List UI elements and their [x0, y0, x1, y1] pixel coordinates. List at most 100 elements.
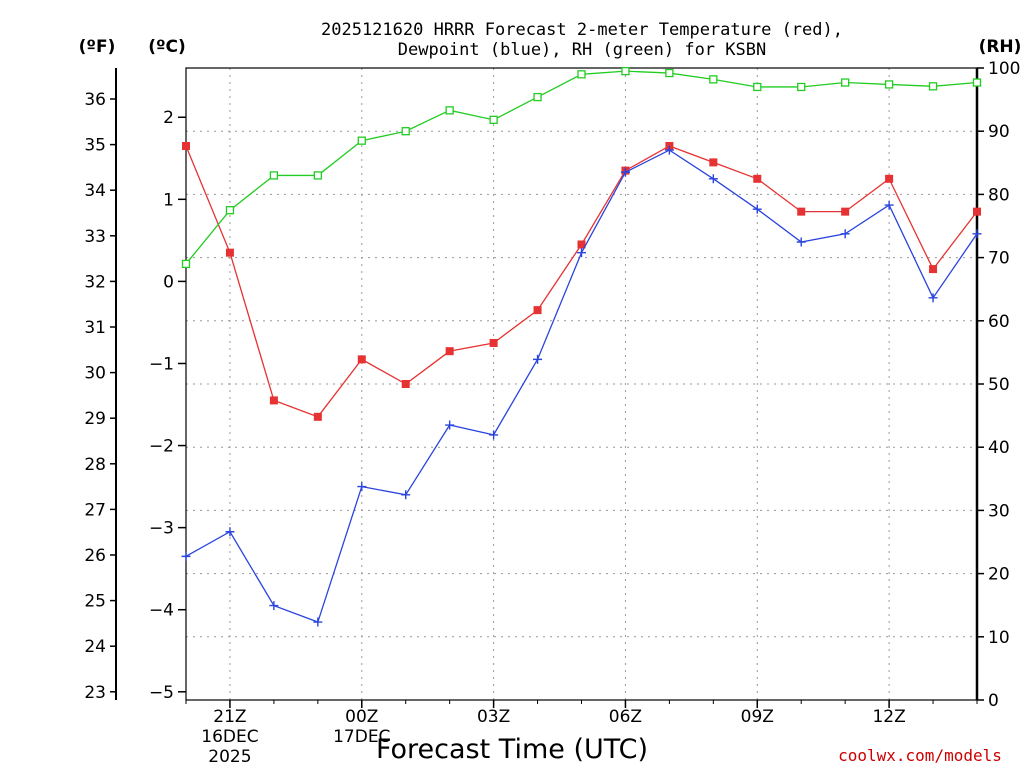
temperature-point [357, 355, 366, 364]
temperature-point [445, 347, 454, 356]
rh-unit-label: (RH) [979, 37, 1022, 57]
rh-tick-label: 30 [988, 501, 1010, 521]
rh-point [753, 82, 762, 92]
dewpoint-point [796, 237, 806, 247]
rh-point [357, 136, 366, 145]
celsius-tick-label: −4 [149, 601, 174, 621]
dewpoint-line [185, 149, 978, 623]
fahrenheit-tick-label: 30 [84, 364, 106, 384]
temperature-point [577, 240, 586, 249]
x-tick-label: 21Z [213, 707, 246, 727]
fahrenheit-tick-label: 27 [84, 500, 106, 520]
grid-lines [186, 68, 977, 700]
series-dewpoint [181, 145, 982, 627]
rh-tick-label: 100 [988, 59, 1020, 79]
rh-point [269, 171, 279, 180]
rh-tick-label: 0 [988, 691, 999, 711]
dewpoint-point [664, 145, 674, 155]
dewpoint-point [269, 601, 279, 611]
rh-point [709, 75, 718, 84]
rh-point [401, 127, 410, 136]
dewpoint-point [313, 617, 323, 627]
rh-point [489, 115, 498, 124]
rh-point [445, 106, 454, 115]
temperature-point [401, 380, 410, 388]
rh-tick-label: 40 [988, 438, 1010, 458]
rh-tick-label: 10 [988, 628, 1010, 648]
rh-tick-label: 20 [988, 565, 1010, 585]
temperature-point [797, 207, 806, 216]
celsius-tick-label: −1 [149, 354, 174, 374]
chart-title-line1: 2025121620 HRRR Forecast 2-meter Tempera… [321, 20, 843, 40]
dewpoint-point [577, 248, 586, 258]
x-tick-label: 09Z [741, 707, 774, 727]
fahrenheit-tick-label: 25 [84, 592, 106, 612]
axes: 23 24 25 26 27 28 29 30 31 32 33 34 35 36 −5 −4 −3 −2 −1 0 1… [84, 59, 1020, 767]
x-tick-year-label: 2025 [208, 747, 251, 767]
credit-link[interactable]: coolwx.com/models [838, 746, 1002, 765]
temperature-point [489, 338, 498, 347]
temperature-point [841, 207, 850, 216]
x-tick-label: 03Z [477, 707, 510, 727]
temperature-point [533, 306, 542, 315]
x-tick-date-label: 16DEC [201, 727, 258, 747]
rh-point [313, 171, 322, 180]
dewpoint-point [225, 527, 235, 537]
dewpoint-point [840, 229, 850, 239]
temperature-point [885, 174, 894, 183]
rh-point [797, 82, 806, 92]
temperature-point [313, 412, 322, 421]
temperature-point [929, 265, 938, 274]
rh-line [185, 70, 978, 265]
celsius-tick-label: −5 [149, 683, 174, 703]
fahrenheit-tick-label: 31 [84, 318, 106, 338]
dewpoint-point [752, 204, 762, 214]
rh-point [841, 78, 850, 87]
dewpoint-point [884, 200, 894, 210]
fahrenheit-tick-label: 32 [84, 272, 106, 292]
rh-point [225, 206, 235, 215]
celsius-tick-label: 1 [163, 190, 174, 210]
celsius-tick-label: 2 [163, 108, 174, 128]
fahrenheit-tick-label: 24 [84, 637, 106, 657]
fahrenheit-tick-label: 23 [84, 683, 106, 703]
x-tick-date-label: 17DEC [333, 727, 390, 747]
temperature-point [973, 207, 981, 216]
fahrenheit-tick-label: 34 [84, 181, 106, 201]
fahrenheit-tick-label: 26 [84, 546, 106, 566]
rh-point [972, 78, 982, 87]
dewpoint-point [445, 420, 455, 430]
series-temperature [182, 141, 981, 421]
rh-point [928, 82, 938, 91]
celsius-tick-label: −2 [149, 437, 174, 457]
dewpoint-point [620, 167, 630, 177]
fahrenheit-tick-label: 35 [84, 136, 106, 156]
x-tick-label: 06Z [609, 707, 642, 727]
temperature-point [225, 248, 234, 257]
fahrenheit-unit-label: (ºF) [79, 37, 116, 57]
temperature-point [753, 174, 762, 183]
fahrenheit-tick-label: 33 [84, 227, 106, 247]
rh-point [181, 259, 191, 269]
dewpoint-point [401, 490, 411, 500]
rh-point [884, 80, 894, 89]
temperature-point [182, 141, 190, 150]
dewpoint-point [928, 293, 938, 303]
dewpoint-point [533, 354, 543, 364]
fahrenheit-tick-label: 28 [84, 455, 106, 475]
rh-point [533, 92, 542, 102]
rh-tick-label: 50 [988, 375, 1010, 395]
x-axis-label: Forecast Time (UTC) [376, 734, 648, 765]
rh-point [621, 67, 630, 76]
temperature-point [709, 158, 718, 167]
fahrenheit-tick-label: 29 [84, 409, 106, 429]
series-rh [181, 67, 982, 269]
dewpoint-point [489, 430, 499, 440]
celsius-unit-label: (ºC) [148, 37, 186, 57]
chart-title-line2: Dewpoint (blue), RH (green) for KSBN [398, 40, 766, 60]
rh-tick-label: 60 [988, 312, 1010, 332]
fahrenheit-tick-label: 36 [84, 90, 106, 110]
celsius-tick-label: −3 [149, 519, 174, 539]
x-tick-label: 12Z [872, 707, 905, 727]
